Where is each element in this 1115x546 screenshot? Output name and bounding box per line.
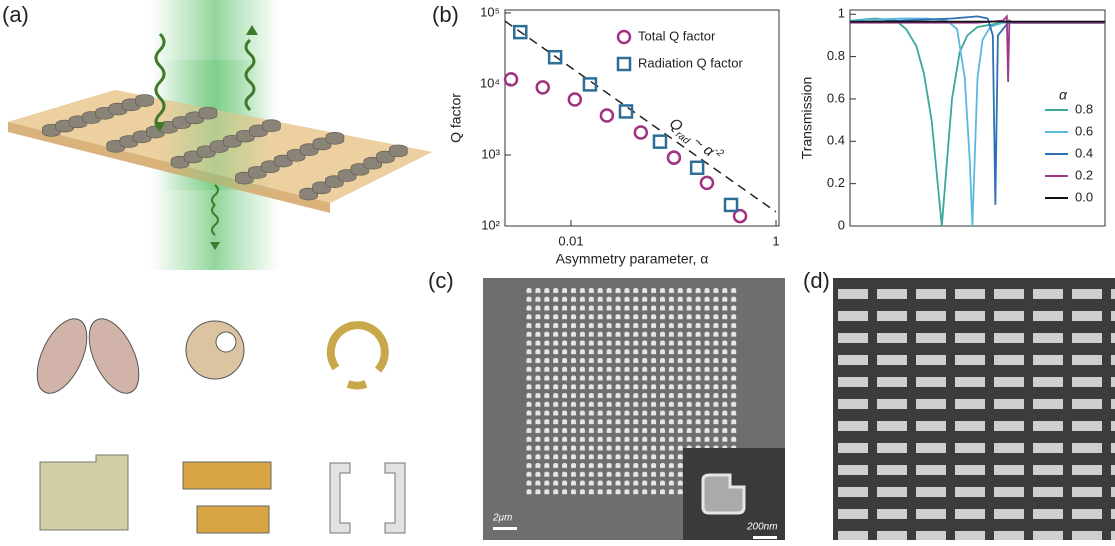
annotation-part: ~ α: [687, 131, 718, 160]
legend-title: α: [1059, 87, 1068, 103]
panel-label: (c): [428, 268, 454, 293]
arrow-head: [246, 25, 258, 35]
square-marker: [689, 160, 705, 175]
y-tick-label: 0.8: [827, 48, 845, 63]
circle-marker: [535, 80, 550, 95]
circle-marker: [616, 29, 632, 45]
scale-label: 200nm: [746, 522, 778, 533]
legend-label: 0.0: [1075, 189, 1093, 204]
arrow-head: [155, 122, 165, 132]
square-marker: [618, 104, 634, 119]
legend-label: 0.8: [1075, 101, 1093, 116]
panel-label: (a): [2, 2, 29, 27]
y-tick-label: 10²: [481, 217, 500, 232]
transmission-line: [849, 15, 1105, 205]
x-tick-label: 0.01: [558, 233, 583, 248]
y-tick-label: 10⁴: [480, 75, 500, 90]
ellipse: [36, 318, 88, 394]
metasurface-illustration: [8, 0, 432, 270]
transmission-line: [849, 17, 1105, 227]
plot-frame: [504, 9, 780, 227]
panel-label: (b): [432, 2, 459, 27]
ellipse: [88, 318, 140, 394]
sem-image-c: 2μm 200nm: [483, 278, 785, 540]
scale-bar: [753, 536, 777, 539]
half-cylinder: [389, 144, 408, 158]
circle-marker: [567, 92, 583, 107]
incident-wave: [154, 32, 166, 132]
split-ring: [346, 380, 368, 390]
resonators: [42, 94, 408, 201]
plot-frame: [849, 9, 1106, 227]
legend-label: Total Q factor: [638, 28, 716, 43]
x-tick-label: 1: [772, 233, 779, 248]
sem-image-d: [833, 278, 1115, 540]
circle-marker: [699, 175, 715, 191]
y-tick-label: 10⁵: [480, 4, 500, 19]
square-marker: [547, 49, 563, 65]
hole: [215, 331, 237, 353]
y-tick-label: 1: [838, 6, 845, 21]
scale-bar: [493, 527, 517, 530]
half-cylinder: [135, 94, 154, 107]
transmission-line: [849, 17, 1105, 227]
brackets: [329, 462, 406, 534]
y-tick-label: 0.4: [827, 133, 845, 148]
circle-marker: [732, 208, 748, 224]
y-tick-label: 10³: [481, 146, 500, 161]
circle-marker: [503, 72, 519, 87]
square-marker: [652, 134, 668, 149]
circle-marker: [633, 125, 649, 140]
legend-label: 0.2: [1075, 167, 1093, 182]
unit-cell: [701, 473, 746, 515]
panel-label: (d): [803, 268, 830, 293]
half-cylinder: [262, 119, 281, 133]
square-marker: [582, 77, 598, 92]
bar-array: [833, 278, 1115, 540]
square-marker: [513, 24, 528, 40]
square-marker: [723, 197, 739, 213]
scale-label: 2μm: [492, 513, 512, 524]
half-cylinder: [325, 131, 345, 145]
annotation: Qrad ~ α-2: [664, 113, 726, 168]
half-cylinder: [198, 106, 218, 120]
split-ring: [326, 321, 389, 373]
bar: [182, 461, 272, 490]
unit-cell-shapes: [36, 318, 406, 534]
transmitted-wave: [211, 184, 219, 236]
legend-label: 0.6: [1075, 123, 1093, 138]
notched-block: [39, 454, 129, 531]
x-axis-label: Asymmetry parameter, α: [556, 251, 709, 267]
y-tick-label: 0.6: [827, 90, 845, 105]
square-marker: [616, 56, 632, 72]
circle-marker: [666, 150, 682, 165]
reflected-wave: [244, 38, 256, 112]
fit-line: [504, 20, 777, 213]
bar: [196, 505, 270, 534]
circle-marker: [599, 108, 615, 123]
y-axis-label: Transmission: [799, 77, 815, 160]
legend-label: 0.4: [1075, 145, 1093, 160]
legend-label: Radiation Q factor: [638, 55, 743, 70]
disc: [185, 320, 245, 380]
y-tick-label: 0: [838, 217, 845, 232]
y-tick-label: 0.2: [827, 175, 845, 190]
y-axis-label: Q factor: [448, 93, 464, 143]
arrow-head: [210, 242, 220, 250]
